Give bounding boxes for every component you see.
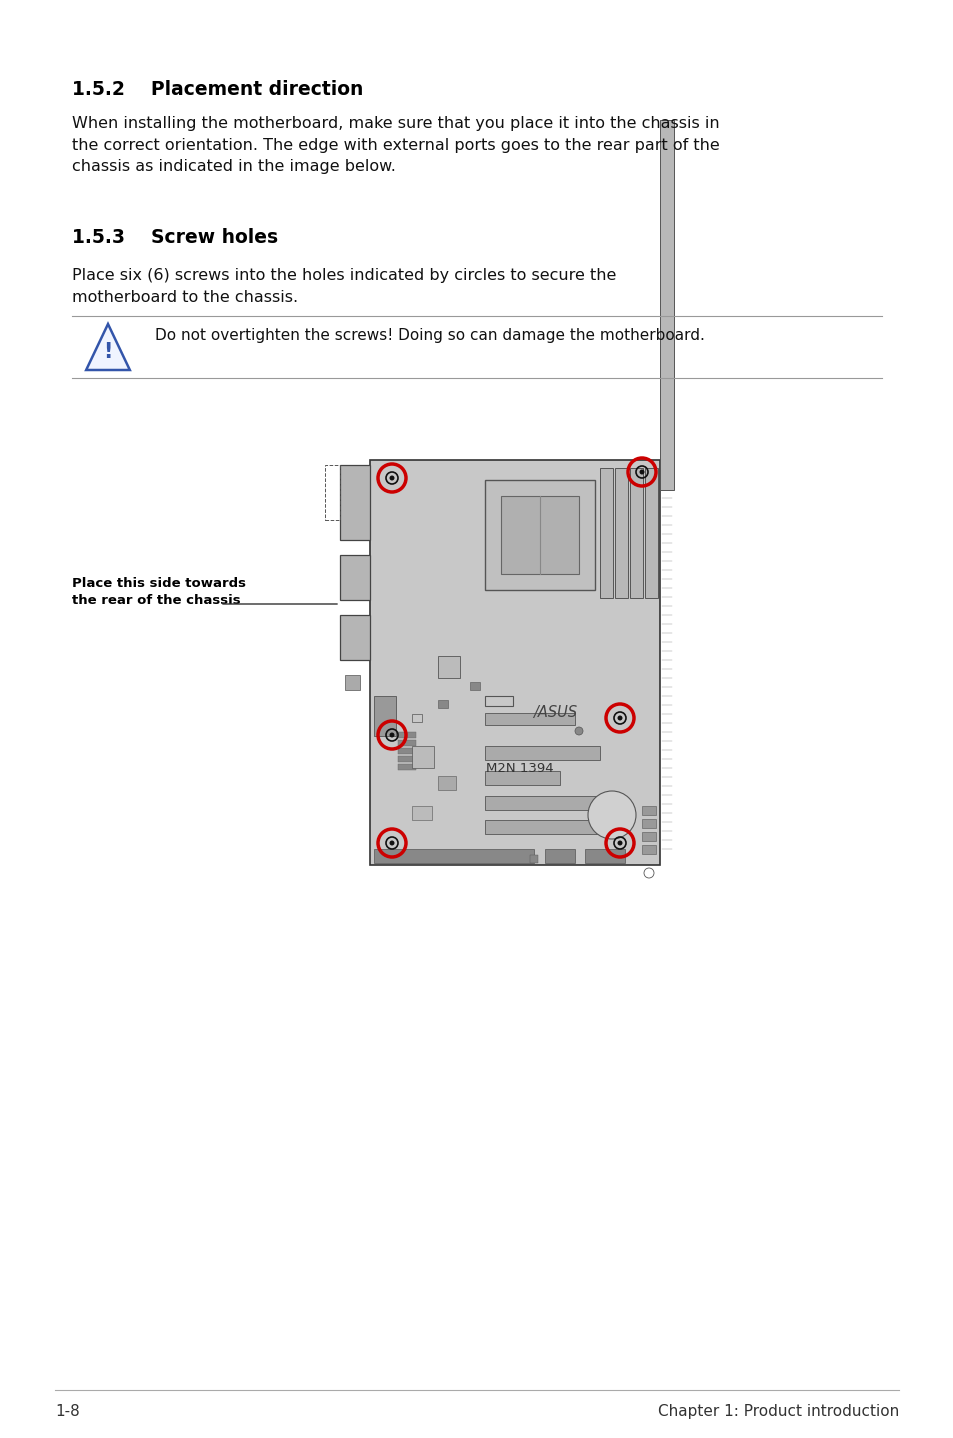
Bar [412, 746, 434, 768]
Text: Chapter 1: Product introduction: Chapter 1: Product introduction [657, 1403, 898, 1419]
Bar [641, 820, 656, 828]
Bar [397, 741, 416, 746]
Circle shape [575, 728, 582, 735]
Bar [659, 119, 673, 490]
Bar [530, 856, 537, 863]
Bar [397, 748, 416, 754]
Bar [629, 467, 642, 598]
Circle shape [389, 476, 395, 480]
Bar [584, 848, 624, 863]
Bar [412, 715, 421, 722]
Bar [437, 700, 448, 707]
Circle shape [389, 732, 395, 738]
Bar [437, 777, 456, 789]
Bar [397, 756, 416, 762]
Text: Place this side towards
the rear of the chassis: Place this side towards the rear of the … [71, 577, 246, 607]
Bar [345, 674, 359, 690]
Bar [370, 460, 659, 866]
Bar [615, 467, 627, 598]
Bar [397, 732, 416, 738]
Bar [484, 771, 559, 785]
Bar [484, 713, 575, 725]
Bar [641, 807, 656, 815]
Text: 1-8: 1-8 [55, 1403, 80, 1419]
Polygon shape [86, 324, 130, 370]
Text: Do not overtighten the screws! Doing so can damage the motherboard.: Do not overtighten the screws! Doing so … [154, 328, 704, 344]
Text: Place six (6) screws into the holes indicated by circles to secure the
motherboa: Place six (6) screws into the holes indi… [71, 267, 616, 305]
Bar [339, 464, 370, 541]
Bar [339, 555, 370, 600]
Bar [484, 480, 595, 590]
Bar [500, 496, 578, 574]
Bar [397, 764, 416, 769]
Circle shape [389, 840, 395, 846]
Text: /ASUS: /ASUS [533, 705, 577, 719]
Text: 1.5.2    Placement direction: 1.5.2 Placement direction [71, 81, 363, 99]
Circle shape [587, 791, 636, 838]
Bar [374, 696, 395, 736]
Bar [484, 746, 599, 761]
Bar [641, 833, 656, 841]
Bar [599, 467, 613, 598]
Bar [484, 820, 599, 834]
Text: !: ! [103, 342, 112, 361]
Circle shape [617, 716, 622, 720]
Bar [484, 696, 513, 706]
Bar [641, 846, 656, 854]
Bar [470, 682, 479, 690]
Bar [644, 467, 658, 598]
Bar [374, 848, 534, 863]
Text: 1.5.3    Screw holes: 1.5.3 Screw holes [71, 229, 278, 247]
Circle shape [639, 469, 644, 475]
Text: M2N 1394: M2N 1394 [486, 762, 554, 775]
Bar [437, 656, 459, 677]
Bar [544, 848, 575, 863]
Bar [339, 615, 370, 660]
Text: When installing the motherboard, make sure that you place it into the chassis in: When installing the motherboard, make su… [71, 116, 719, 174]
Bar [484, 797, 599, 810]
Bar [325, 464, 339, 521]
Bar [412, 807, 432, 820]
Circle shape [617, 840, 622, 846]
